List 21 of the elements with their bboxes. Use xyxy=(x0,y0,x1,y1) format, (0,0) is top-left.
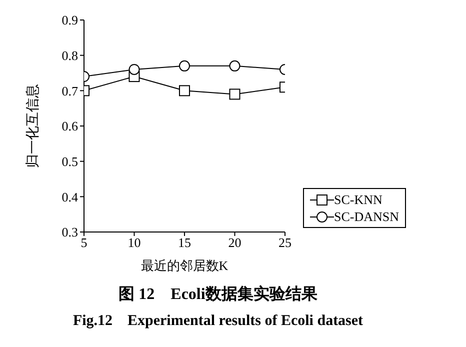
x-tick-label: 20 xyxy=(228,235,242,250)
point xyxy=(128,64,140,75)
text: Fig.12 Experimental results of Ecoli dataset xyxy=(72,312,364,330)
legend-label: SC-DANSN xyxy=(334,208,399,225)
y-tick-label: 0.9 xyxy=(62,12,78,28)
x-tick-label: 5 xyxy=(80,235,88,250)
x-tick-label: 10 xyxy=(128,235,141,250)
x-axis-title: 最近的邻居数K xyxy=(140,258,229,273)
x-tick-label: 25 xyxy=(278,235,292,250)
x-tick-label: 15 xyxy=(178,235,191,250)
y-tick-label: 0.7 xyxy=(62,83,78,98)
y-tick-label: 0.6 xyxy=(62,118,78,134)
point xyxy=(178,85,190,96)
y-tick-label: 0.4 xyxy=(62,189,78,204)
y-tick-label: 0.5 xyxy=(62,154,78,169)
point xyxy=(178,60,190,72)
y-tick-label: 0.8 xyxy=(62,48,78,63)
y-axis-title: 归一化互信息 xyxy=(24,84,41,168)
text: 图 12 Ecoli数据集实验结果 xyxy=(118,284,318,305)
legend-label: SC-KNN xyxy=(334,191,382,208)
y-tick-label: 0.3 xyxy=(62,224,78,240)
